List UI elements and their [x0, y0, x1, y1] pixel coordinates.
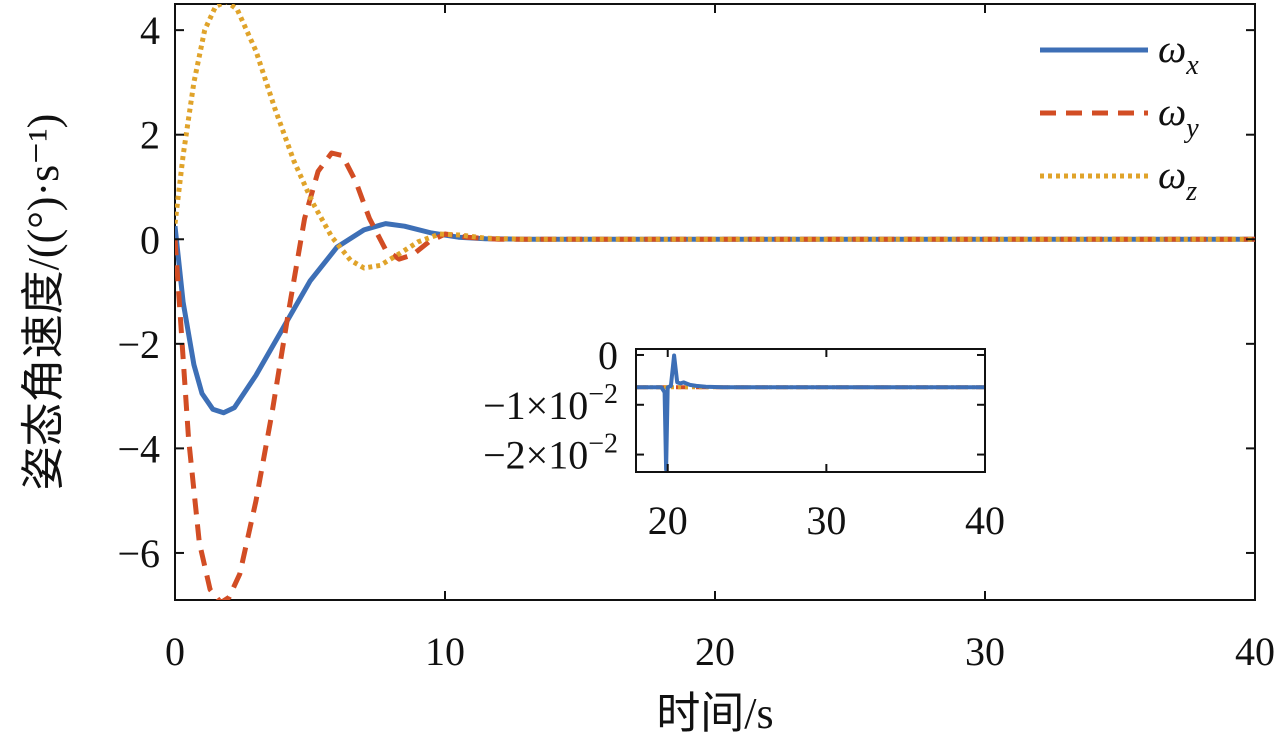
y-tick-label: 2: [140, 113, 160, 158]
y-tick-label: 0: [140, 217, 160, 262]
series-line-y: [175, 150, 1255, 600]
inset-axes-group: 20 30 40 0−1×10−2−2×10−2: [483, 333, 1005, 543]
x-tick-label: 10: [425, 629, 465, 674]
inset-x-tick-label: 20: [648, 498, 688, 543]
x-tick-label: 0: [165, 629, 185, 674]
y-tick-label: −4: [117, 426, 160, 471]
inset-series-line: [636, 353, 985, 472]
legend-label-z: ωz: [1158, 152, 1197, 207]
y-tick-label: 4: [140, 8, 160, 53]
inset-plot-frame: [635, 348, 986, 473]
main-series-group: [175, 4, 1255, 600]
inset-x-tick-label: 30: [806, 498, 846, 543]
inset-y-tick-label: −2×10−2: [483, 429, 618, 478]
inset-series-group: [636, 353, 985, 472]
inset-background: [636, 349, 985, 472]
y-axis-label: 姿态角速度/((°)·s⁻¹): [19, 114, 68, 491]
main-plot-frame: [174, 3, 1256, 601]
y-tick-label: −2: [117, 322, 160, 367]
inset-y-tick-label: 0: [598, 333, 618, 378]
inset-y-tick-label: −1×10−2: [483, 379, 618, 428]
legend: ωx ωy ωz: [1040, 26, 1199, 207]
y-tick-label: −6: [117, 531, 160, 576]
x-tick-label: 20: [695, 629, 735, 674]
series-line-z: [175, 4, 1255, 271]
x-tick-label: 30: [965, 629, 1005, 674]
legend-label-x: ωx: [1158, 26, 1199, 81]
x-tick-label: 40: [1235, 629, 1275, 674]
x-axis-label: 时间/s: [656, 689, 773, 738]
legend-label-y: ωy: [1158, 89, 1199, 144]
inset-x-tick-label: 40: [965, 498, 1005, 543]
